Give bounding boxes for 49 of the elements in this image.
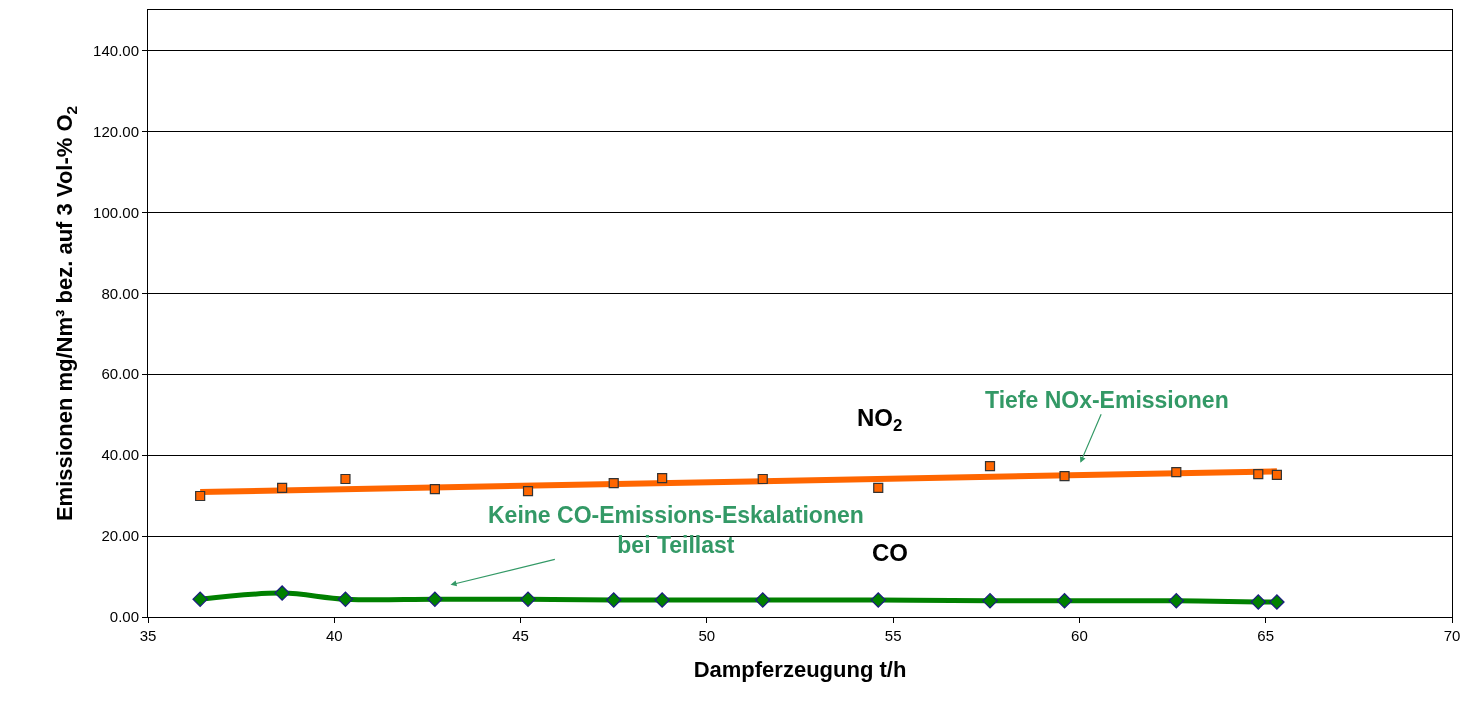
point	[337, 591, 354, 607]
annotation: Tiefe NOx-Emissionen	[985, 387, 1229, 413]
point	[1250, 594, 1267, 610]
point	[192, 591, 208, 607]
point	[873, 482, 884, 494]
point	[1271, 469, 1282, 481]
point	[522, 486, 534, 497]
point	[1168, 593, 1185, 609]
x-tick-label: 45	[512, 627, 529, 644]
x-tick-label: 35	[139, 627, 157, 644]
y-tick-label: 120.00	[93, 122, 139, 140]
point	[754, 592, 771, 608]
point	[195, 490, 206, 502]
point	[1171, 467, 1182, 478]
x-tick-label: 60	[1071, 627, 1088, 644]
x-tick-label: 40	[325, 627, 343, 644]
point	[1253, 469, 1264, 480]
point	[608, 477, 619, 489]
y-tick-label: 140.00	[93, 41, 139, 59]
x-tick-label: 50	[698, 627, 716, 644]
point	[870, 592, 886, 608]
y-tick-label: 100.00	[93, 203, 139, 221]
x-tick-label: 55	[884, 627, 902, 644]
annotation: NO$_{2}$	[857, 404, 903, 436]
y-tick-label: 0.00	[109, 608, 139, 626]
x-axis-title: Dampferzeugung t/h	[693, 656, 907, 682]
point	[520, 591, 536, 607]
point	[277, 482, 288, 494]
point	[654, 592, 670, 608]
y-tick-label: 20.00	[101, 527, 139, 545]
point	[1269, 594, 1285, 610]
x-tick-label: 70	[1443, 627, 1461, 644]
point	[1059, 471, 1070, 482]
point	[429, 484, 440, 495]
point	[274, 585, 290, 601]
point	[757, 473, 768, 485]
annotation: Keine CO-Emissions-Eskalationen bei Teillast	[488, 502, 864, 558]
annotation: CO	[872, 539, 908, 566]
point	[340, 473, 351, 485]
x-tick-label: 65	[1257, 627, 1275, 644]
point	[984, 460, 996, 472]
y-tick-label: 40.00	[101, 446, 139, 464]
point	[982, 593, 998, 609]
point	[427, 591, 443, 607]
y-tick-label: 80.00	[101, 284, 139, 302]
y-tick-label: 60.00	[101, 365, 139, 383]
point	[657, 473, 668, 484]
point	[605, 592, 622, 608]
point	[1056, 593, 1073, 609]
